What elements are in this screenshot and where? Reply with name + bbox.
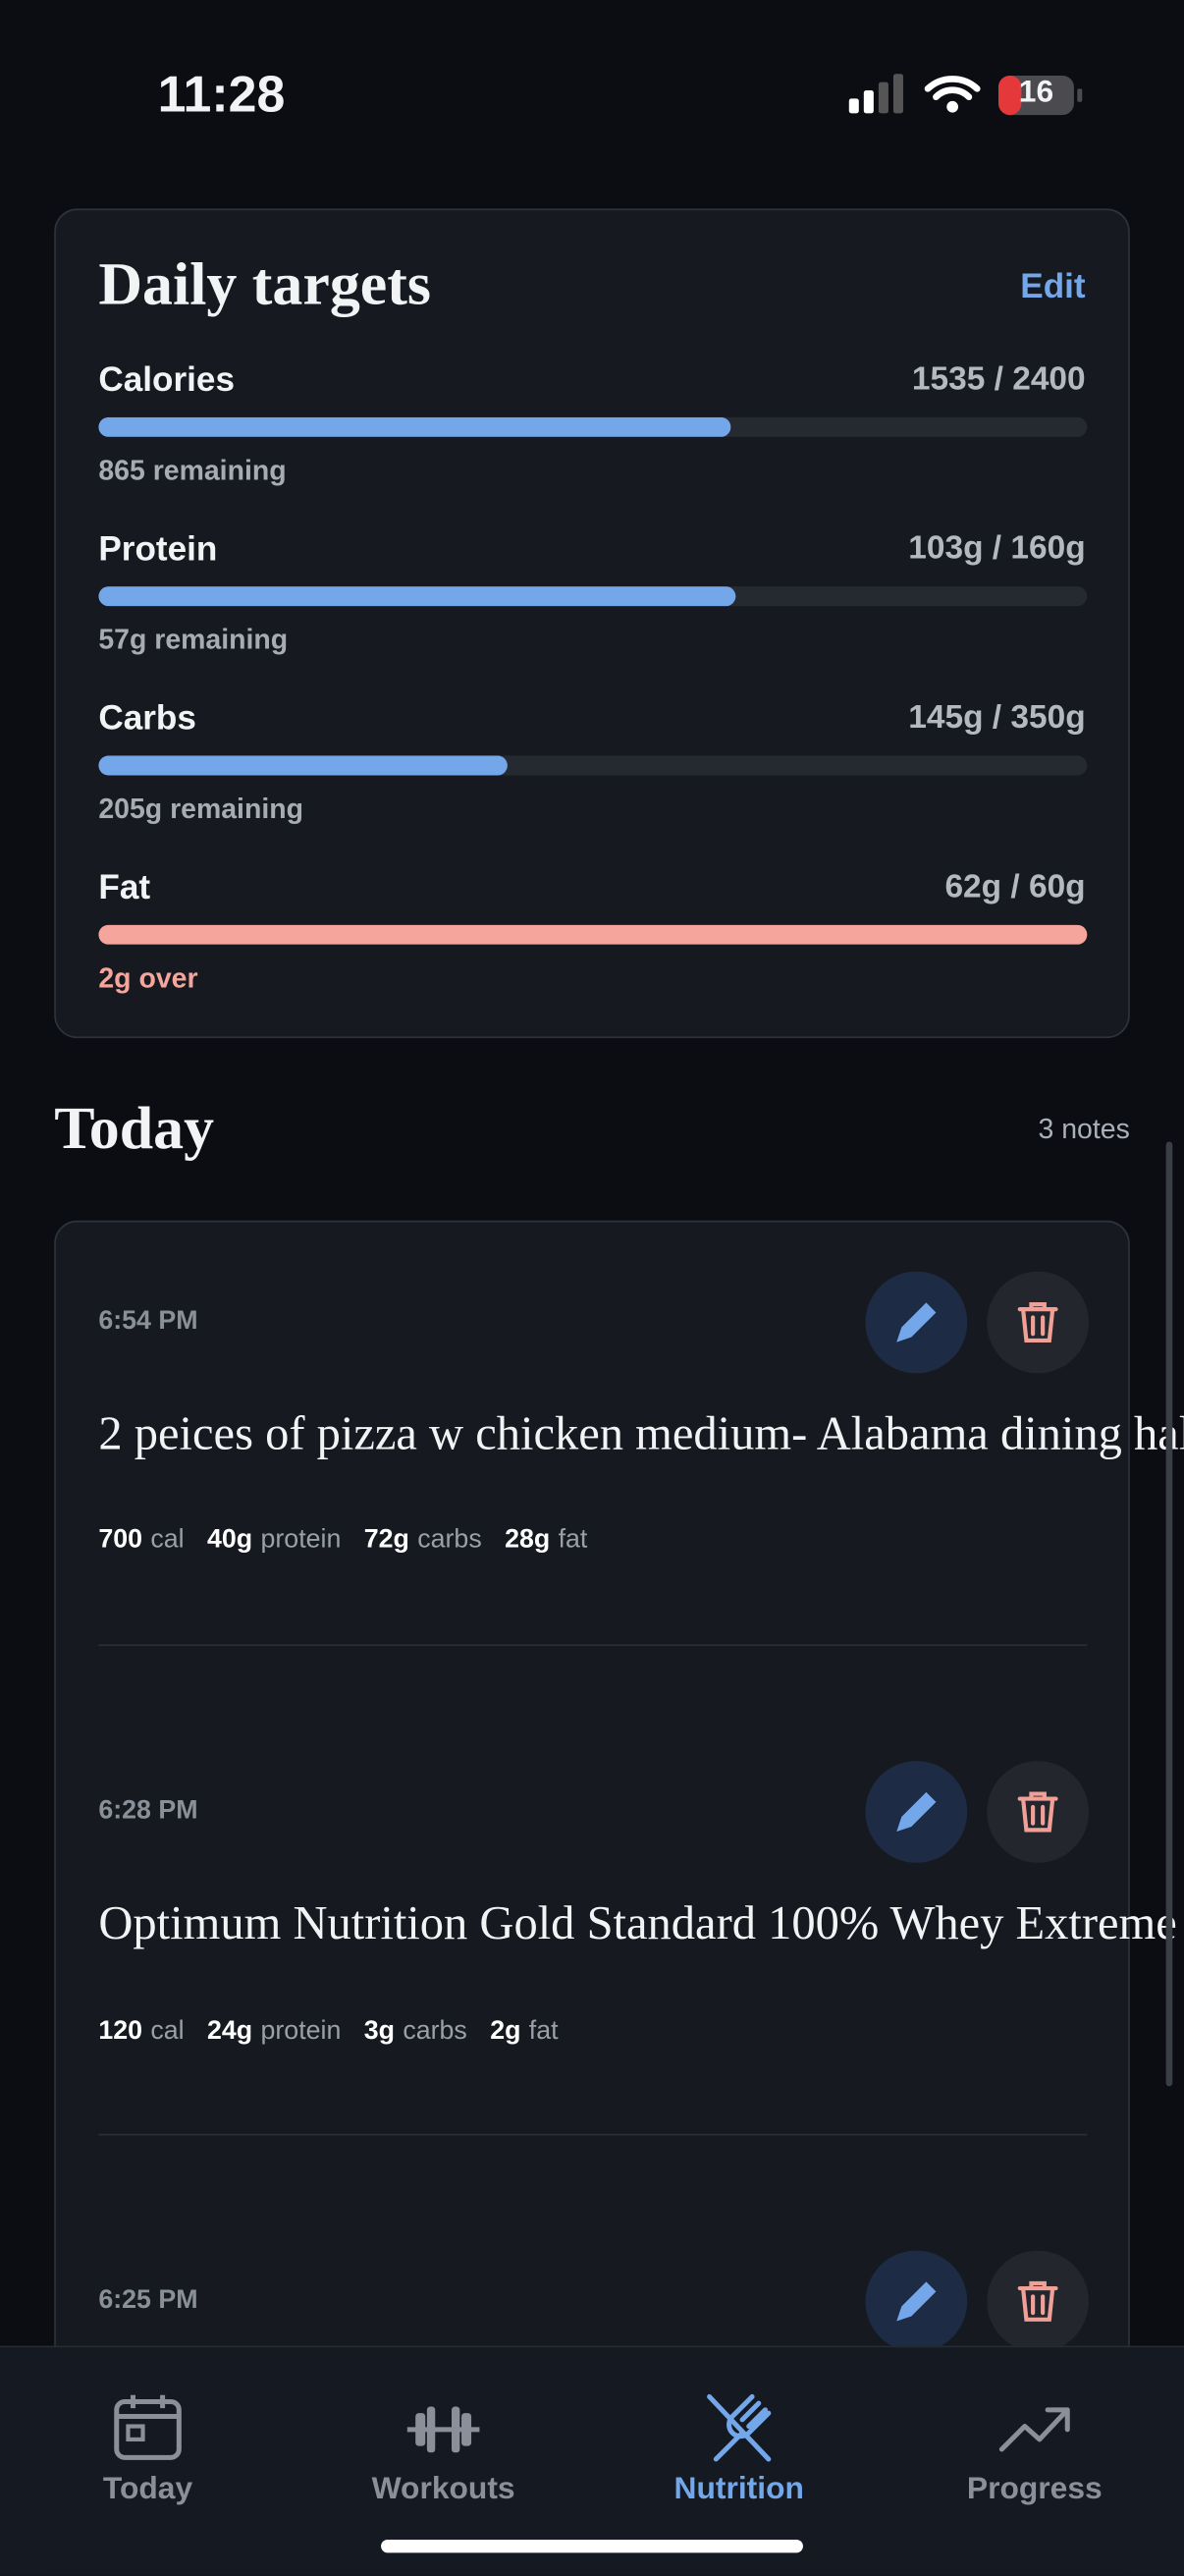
progress-track xyxy=(98,586,1088,607)
tab-label: Today xyxy=(102,2472,193,2507)
target-name: Calories xyxy=(98,360,235,400)
macro-amount: 28g xyxy=(505,1525,551,1555)
notes-count: 3 notes xyxy=(1038,1114,1130,1145)
delete-entry-button[interactable] xyxy=(987,2250,1089,2353)
entry-time: 6:28 PM xyxy=(98,1796,198,1826)
target-value: 1535 / 2400 xyxy=(911,360,1086,398)
tab-label: Nutrition xyxy=(673,2472,804,2507)
tab[interactable]: Progress xyxy=(920,2347,1150,2528)
delete-entry-button[interactable] xyxy=(987,1761,1089,1863)
target-remaining: 205g remaining xyxy=(98,793,303,825)
target-remaining: 57g remaining xyxy=(98,624,289,656)
macro-amount: 24g xyxy=(207,2017,253,2046)
tab-icon xyxy=(700,2390,779,2469)
edit-button[interactable]: Edit xyxy=(1020,267,1086,306)
edit-entry-button[interactable] xyxy=(865,1271,968,1374)
target-name: Fat xyxy=(98,868,151,907)
entry-time: 6:54 PM xyxy=(98,1307,198,1336)
macro-amount: 72g xyxy=(363,1525,409,1555)
edit-entry-button[interactable] xyxy=(865,1761,968,1863)
target-name: Carbs xyxy=(98,699,196,739)
target-remaining: 2g over xyxy=(98,962,198,994)
scrollbar xyxy=(1165,1141,1173,2087)
home-indicator xyxy=(381,2539,803,2553)
entry-time: 6:25 PM xyxy=(98,2286,198,2315)
tab-icon xyxy=(404,2390,482,2469)
target-name: Protein xyxy=(98,530,218,569)
entry-text: Optimum Nutrition Gold Standard 100% Whe… xyxy=(98,1896,1184,1950)
macro-amount: 700 xyxy=(98,1525,143,1555)
macro-unit: protein xyxy=(260,1525,342,1555)
progress-bar xyxy=(98,586,735,607)
edit-entry-button[interactable] xyxy=(865,2250,968,2353)
macro-amount: 120 xyxy=(98,2017,143,2046)
progress-track xyxy=(98,416,1088,437)
macro-unit: fat xyxy=(558,1525,588,1555)
macro-row: 700 cal 40g protein 72g carbs 28g fat xyxy=(98,1526,587,1556)
target-remaining: 865 remaining xyxy=(98,455,287,487)
card-title: Daily targets xyxy=(98,250,431,319)
progress-track xyxy=(98,924,1088,945)
macro-unit: cal xyxy=(150,1525,185,1555)
tab-label: Progress xyxy=(966,2472,1103,2507)
target-value: 62g / 60g xyxy=(944,868,1086,905)
macro-unit: protein xyxy=(260,2017,342,2046)
divider xyxy=(98,1644,1088,1647)
section-title: Today xyxy=(54,1095,215,1164)
status-time: 11:28 xyxy=(157,65,286,124)
macro-row: 120 cal 24g protein 3g carbs 2g fat xyxy=(98,2017,558,2047)
progress-bar xyxy=(98,924,1088,945)
target-value: 103g / 160g xyxy=(908,530,1086,568)
progress-bar xyxy=(98,755,509,776)
progress-track xyxy=(98,755,1088,776)
macro-unit: fat xyxy=(528,2017,559,2046)
macro-amount: 2g xyxy=(490,2017,521,2046)
status-icons xyxy=(848,74,1083,116)
divider xyxy=(98,2133,1088,2136)
macro-amount: 40g xyxy=(207,1525,253,1555)
progress-bar xyxy=(98,416,731,437)
macro-unit: cal xyxy=(150,2017,185,2046)
entry-text: 2 peices of pizza w chicken medium- Alab… xyxy=(98,1407,1184,1461)
macro-unit: carbs xyxy=(403,2017,467,2046)
macro-unit: carbs xyxy=(417,1525,482,1555)
delete-entry-button[interactable] xyxy=(987,1271,1089,1374)
targets-card: Daily targets Edit Calories 1535 / 2400 86… xyxy=(54,208,1130,1039)
macro-amount: 3g xyxy=(363,2017,395,2046)
battery-level: 16 xyxy=(1018,75,1054,111)
tab[interactable]: Nutrition xyxy=(624,2347,854,2528)
tab-icon xyxy=(108,2390,187,2469)
tab[interactable]: Workouts xyxy=(329,2347,559,2528)
tab-bar: Today Workouts Nutrition Progress xyxy=(0,2345,1184,2576)
tab-icon xyxy=(996,2390,1074,2469)
tab[interactable]: Today xyxy=(32,2347,262,2528)
tab-label: Workouts xyxy=(371,2472,515,2507)
target-value: 145g / 350g xyxy=(908,699,1086,737)
